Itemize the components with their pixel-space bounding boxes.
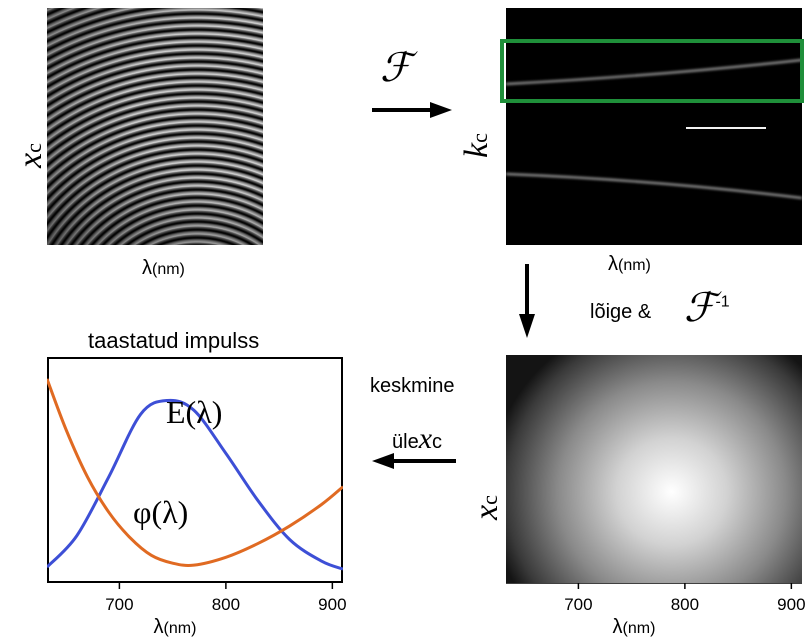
fourier-arrow-icon [372,102,452,118]
down-arrow-icon [519,264,535,338]
e-curve-label: E(λ) [166,394,223,430]
pulse-x-tick-label: 800 [212,595,240,614]
lambda-axis-label-bottom-left: λ(nm) [154,616,197,638]
average-label-line2: ülexc [392,422,443,455]
reconstructed-intensity-image [506,355,802,583]
pulse-x-tick-label: 900 [318,595,346,614]
kc-axis-label: kc [458,133,495,158]
recon-x-tick-label: 700 [564,595,592,614]
bottom-right-x-axis: 700 800 900 λ(nm) [506,583,806,638]
inverse-fourier-symbol: ℱ-1 [684,285,730,330]
fourier-line-lower [506,172,802,200]
lambda-axis-label-top-right: λ(nm) [608,253,651,275]
series-line-phi [47,378,343,567]
cut-and-inverse-label: lõige & [590,301,652,323]
lambda-axis-label-top-left: λ(nm) [142,257,185,279]
fourier-domain-image [506,8,802,245]
average-label-line1: keskmine [370,375,455,397]
recon-x-tick-label: 900 [777,595,805,614]
phi-curve-label: φ(λ) [133,494,189,530]
highlight-selection-box [500,39,804,103]
pulse-x-tick-label: 700 [105,595,133,614]
recovered-pulse-chart [47,357,343,583]
average-arrow-icon [372,453,456,469]
fourier-transform-symbol: ℱ [380,45,412,90]
pulse-x-axis: 700 800 900 λ(nm) [105,583,347,638]
pulse-plot-title: taastatud impulss [88,328,260,353]
interference-fringe-image [47,8,263,245]
xc-axis-label-bottom-right: xc [468,495,505,520]
fourier-line-upper [506,58,802,86]
xc-axis-label-top-left: xc [12,143,49,168]
lambda-axis-label-bottom-right: λ(nm) [613,616,656,638]
recon-x-tick-label: 800 [671,595,699,614]
